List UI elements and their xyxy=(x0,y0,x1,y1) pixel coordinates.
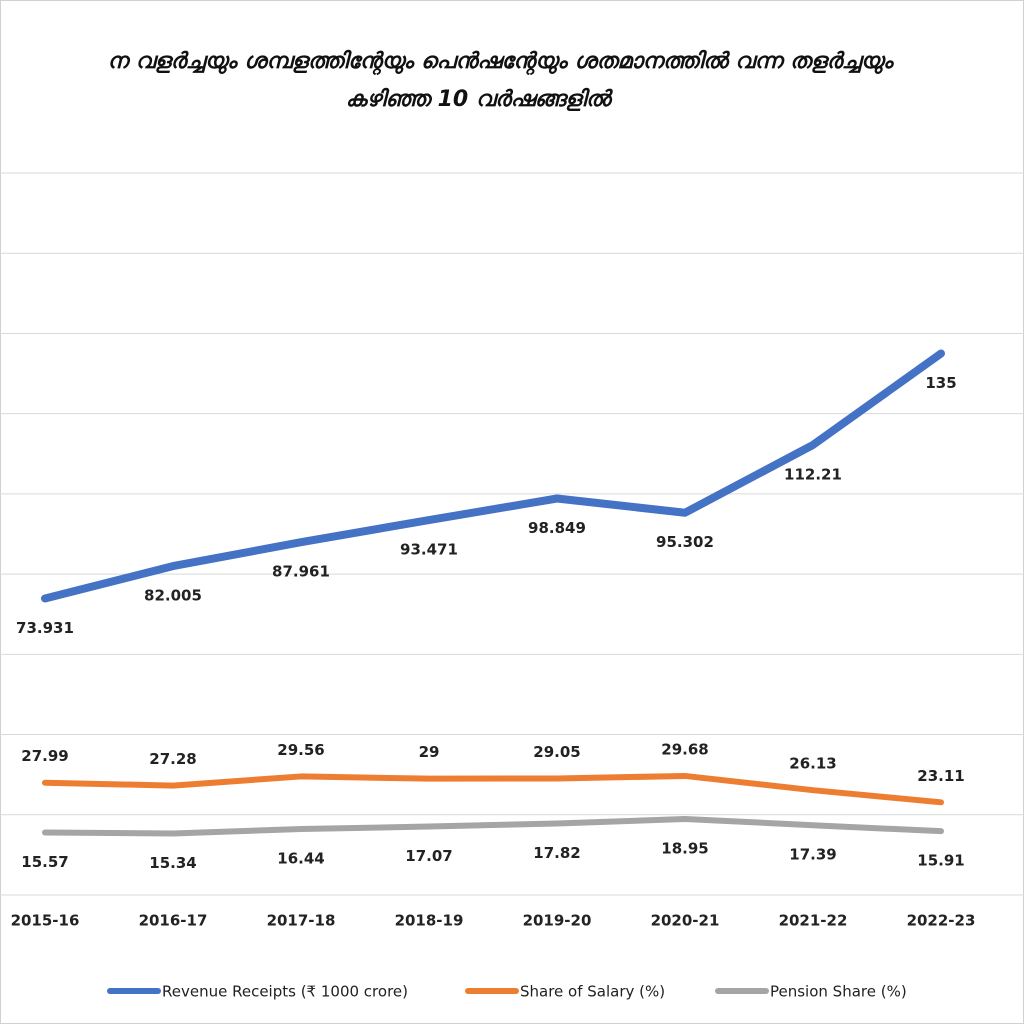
data-label: 26.13 xyxy=(789,755,836,773)
legend: Revenue Receipts (₹ 1000 crore) Share of … xyxy=(107,983,907,1001)
data-label: 95.302 xyxy=(656,533,714,551)
series-line xyxy=(42,772,944,806)
data-label: 16.44 xyxy=(277,850,324,868)
data-label: 112.21 xyxy=(784,465,842,483)
x-tick-label: 2022-23 xyxy=(907,912,976,930)
x-tick-label: 2015-16 xyxy=(11,912,80,930)
data-label: 17.07 xyxy=(405,847,452,865)
data-label: 15.57 xyxy=(21,853,68,871)
legend-label: Share of Salary (%) xyxy=(520,983,665,1001)
data-label: 23.11 xyxy=(917,767,964,785)
x-tick-label: 2018-19 xyxy=(395,912,464,930)
data-label: 93.471 xyxy=(400,541,458,559)
series-line xyxy=(42,815,944,837)
x-tick-label: 2016-17 xyxy=(139,912,208,930)
data-label: 18.95 xyxy=(661,839,708,857)
x-tick-label: 2017-18 xyxy=(267,912,336,930)
legend-label: Pension Share (%) xyxy=(770,983,907,1001)
x-tick-label: 2020-21 xyxy=(651,912,720,930)
data-label: 29.56 xyxy=(277,741,324,759)
data-label: 17.39 xyxy=(789,846,836,864)
data-label: 15.91 xyxy=(917,852,964,870)
data-label: 29 xyxy=(419,743,440,761)
x-tick-label: 2021-22 xyxy=(779,912,848,930)
data-label: 135 xyxy=(925,374,956,392)
data-label: 27.99 xyxy=(21,747,68,765)
x-tick-label: 2019-20 xyxy=(523,912,592,930)
data-label: 15.34 xyxy=(149,854,196,872)
legend-label: Revenue Receipts (₹ 1000 crore) xyxy=(162,983,408,1001)
data-label: 73.931 xyxy=(16,619,74,637)
plot: 2015-16 2016-17 2017-18 2018-19 2019-20 2020-… xyxy=(11,349,976,930)
data-label: 82.005 xyxy=(144,587,202,605)
chart-subtitle: കഴിഞ്ഞ 10 വർഷങ്ങളിൽ xyxy=(346,87,614,112)
chart-title: ന വളർച്ചയും ശമ്പളത്തിന്റേയും പെൻഷന്റേയും… xyxy=(108,49,895,76)
data-label: 27.28 xyxy=(149,750,196,768)
data-label: 87.961 xyxy=(272,563,330,581)
data-label: 17.82 xyxy=(533,844,580,862)
data-label: 98.849 xyxy=(528,519,586,537)
data-label: 29.68 xyxy=(661,740,708,758)
series-line xyxy=(41,349,945,603)
data-label: 29.05 xyxy=(533,743,580,761)
